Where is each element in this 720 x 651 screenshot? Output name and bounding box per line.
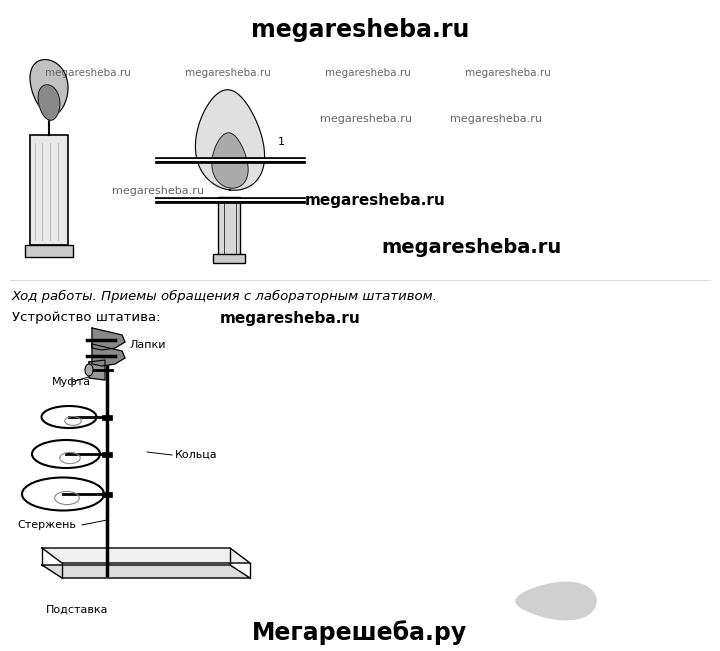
Bar: [25, 245, 73, 257]
Text: Мегарешеба.ру: Мегарешеба.ру: [253, 620, 467, 644]
Polygon shape: [92, 344, 125, 366]
Text: Подставка: Подставка: [46, 605, 108, 615]
Text: megaresheba.ru: megaresheba.ru: [251, 18, 469, 42]
Ellipse shape: [85, 364, 93, 376]
Text: megaresheba.ru: megaresheba.ru: [325, 68, 411, 78]
Bar: [30, 135, 68, 245]
Bar: [213, 254, 245, 263]
Text: megaresheba.ru: megaresheba.ru: [305, 193, 446, 208]
Polygon shape: [30, 59, 68, 115]
Polygon shape: [212, 133, 248, 188]
Text: megaresheba.ru: megaresheba.ru: [382, 238, 562, 257]
Bar: [155, 157, 305, 163]
Text: Ход работы. Приемы обращения с лабораторным штативом.: Ход работы. Приемы обращения с лаборатор…: [12, 290, 438, 303]
Polygon shape: [38, 85, 60, 120]
Text: megaresheba.ru: megaresheba.ru: [220, 311, 360, 326]
Text: Муфта: Муфта: [52, 377, 91, 387]
Text: megaresheba.ru: megaresheba.ru: [45, 68, 131, 78]
Polygon shape: [42, 548, 250, 563]
Polygon shape: [195, 90, 264, 190]
Text: megaresheba.ru: megaresheba.ru: [185, 68, 271, 78]
Bar: [218, 197, 240, 255]
Polygon shape: [92, 328, 125, 350]
Text: Устройство штатива:: Устройство штатива:: [12, 311, 174, 324]
Text: Кольца: Кольца: [175, 450, 217, 460]
Text: megaresheba.ru: megaresheba.ru: [320, 114, 413, 124]
Polygon shape: [89, 360, 105, 380]
Text: megaresheba.ru: megaresheba.ru: [465, 68, 551, 78]
Text: megaresheba.ru: megaresheba.ru: [450, 114, 542, 124]
Polygon shape: [516, 582, 596, 620]
Bar: [155, 197, 305, 203]
Text: 1: 1: [278, 137, 285, 147]
Text: Стержень: Стержень: [17, 520, 76, 530]
Text: megaresheba.ru: megaresheba.ru: [112, 186, 204, 195]
Bar: [102, 452, 112, 457]
Text: Лапки: Лапки: [129, 340, 166, 350]
Bar: [102, 415, 112, 420]
Bar: [102, 492, 112, 497]
Polygon shape: [42, 565, 250, 578]
